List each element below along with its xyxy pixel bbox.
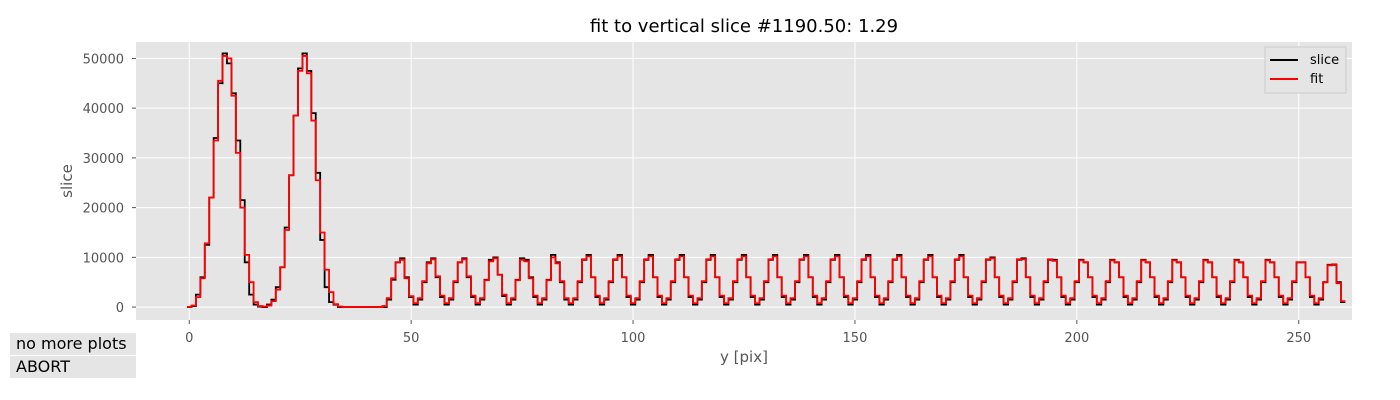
series-line-fit — [187, 55, 1346, 308]
ticks: 0 50 100 150 200 250 0 10000 20000 30000 40000 5000… — [83, 52, 1312, 346]
y-tick-label: 10000 — [83, 251, 124, 266]
series-layer — [187, 52, 1346, 308]
legend: slice fit — [1264, 46, 1347, 94]
x-axis-label: y [pix] — [720, 348, 768, 366]
no-more-plots-button[interactable]: no more plots — [10, 333, 136, 355]
y-tick-label: 30000 — [83, 152, 124, 167]
y-tick-label: 40000 — [83, 102, 124, 117]
x-tick-label: 150 — [843, 331, 868, 346]
abort-button[interactable]: ABORT — [10, 356, 136, 378]
x-tick-label: 0 — [185, 331, 193, 346]
y-tick-label: 0 — [116, 301, 124, 316]
legend-box — [1264, 46, 1347, 94]
y-tick-label: 20000 — [83, 202, 124, 217]
y-axis-label: slice — [58, 164, 76, 198]
x-tick-label: 250 — [1286, 331, 1311, 346]
x-tick-label: 50 — [403, 331, 420, 346]
grid — [136, 42, 1352, 320]
chart-title: fit to vertical slice #1190.50: 1.29 — [590, 16, 898, 37]
y-tick-label: 50000 — [83, 52, 124, 67]
legend-label-fit: fit — [1310, 72, 1323, 87]
legend-label-slice: slice — [1310, 53, 1339, 68]
x-tick-label: 100 — [621, 331, 646, 346]
x-tick-label: 200 — [1064, 331, 1089, 346]
